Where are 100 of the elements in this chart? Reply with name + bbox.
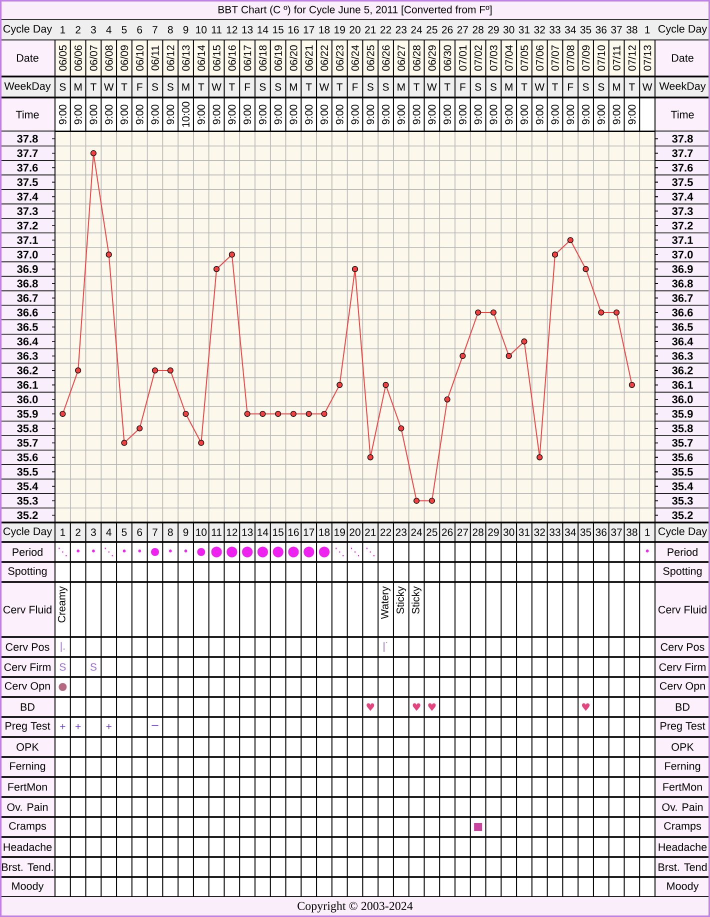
category-label: 13	[242, 26, 253, 34]
category-label: Preg Test	[6, 722, 50, 732]
y2-tick-label: 35.3	[672, 496, 693, 505]
y2-tick-label: 37.0	[672, 250, 693, 258]
text: 9:00	[105, 104, 113, 124]
text: M	[398, 83, 405, 91]
x-axis-title: Cycle Day	[3, 527, 52, 538]
text: 06/24	[351, 45, 359, 71]
text: T	[90, 83, 96, 91]
text: ⬤	[288, 546, 299, 558]
point	[613, 309, 620, 316]
category-label: 22	[380, 26, 392, 34]
y-tick-label: 36.7	[17, 294, 38, 302]
point	[290, 410, 297, 417]
x-tick-label: 24	[411, 528, 422, 536]
category-label: WeekDay	[4, 82, 51, 92]
y2-tick-label: 36.6	[672, 308, 693, 316]
y2-tick-label: 37.8	[672, 134, 693, 143]
x-tick-label: 28	[472, 528, 484, 536]
point	[60, 410, 66, 417]
text: 9:00	[428, 104, 436, 124]
text: T	[552, 83, 558, 91]
point	[228, 252, 235, 258]
text: +	[76, 724, 81, 730]
category-label: 33	[550, 26, 560, 34]
y2-tick-label: 35.9	[672, 410, 693, 418]
text: ●	[197, 548, 206, 556]
category-label: 34	[564, 26, 576, 34]
category-label: OPK	[672, 743, 694, 751]
text: 07/01	[458, 45, 467, 71]
y2-tick-label: 36.1	[672, 381, 693, 389]
category-label: 20	[350, 26, 360, 34]
point	[428, 498, 435, 504]
text: BBT Chart (C º) for Cycle June 5, 2011 [Converted from Fº]	[218, 6, 492, 16]
y2-tick-label: 37.3	[672, 207, 693, 216]
text: 06/13	[182, 45, 190, 71]
text: 06/16	[228, 45, 236, 71]
category-label: Cerv Pos	[660, 643, 704, 651]
x-tick-label: 36	[596, 528, 607, 536]
point	[275, 410, 282, 417]
text: 9:00	[412, 104, 420, 124]
text: •	[646, 550, 649, 552]
point	[628, 382, 635, 388]
text: F	[568, 83, 574, 91]
text: •	[122, 550, 126, 552]
text: 07/11	[612, 46, 620, 70]
y-tick-label: 37.5	[17, 178, 38, 186]
category-label: Preg Test	[660, 722, 706, 732]
text: 07/02	[474, 45, 482, 71]
y-tick-label: 35.8	[17, 424, 38, 432]
y-tick-label: 36.4	[17, 338, 38, 346]
point	[460, 352, 466, 360]
x-tick-label: 18	[319, 528, 330, 536]
text: •	[168, 550, 172, 552]
point	[398, 425, 404, 432]
x-tick-label: 2	[76, 528, 80, 536]
category-label: 14	[258, 26, 268, 34]
text: 06/09	[120, 45, 128, 71]
text: ⋱	[104, 548, 113, 556]
category-label: Spotting	[663, 566, 702, 578]
point	[582, 266, 589, 272]
y-tick-label: 37.7	[17, 149, 38, 158]
y2-tick-label: 36.7	[672, 294, 693, 302]
y2-tick-label: 35.2	[672, 511, 693, 520]
text: W	[319, 83, 330, 91]
x-tick-label: 34	[564, 528, 576, 536]
y2-tick-label: 35.4	[672, 482, 694, 490]
category-label: 12	[226, 26, 238, 34]
text: 06/27	[397, 45, 406, 71]
text: 9:00	[505, 104, 513, 124]
point	[413, 498, 420, 504]
x-tick-label: 7	[152, 528, 158, 536]
x-tick-label: 19	[334, 528, 345, 536]
text: 9:00	[612, 104, 620, 124]
text: ⋱	[58, 548, 67, 556]
x-tick-label: 17	[304, 528, 314, 536]
x-tick-label: 25	[426, 528, 438, 536]
text: T	[121, 83, 128, 91]
text: 06/10	[136, 45, 144, 71]
category-label: BD	[20, 703, 34, 711]
category-label: FertMon	[8, 783, 47, 791]
text: S	[582, 83, 589, 91]
text: 9:00	[382, 104, 390, 124]
text: 9:00	[490, 104, 498, 124]
y2-tick-label: 36.0	[672, 396, 693, 404]
text: S	[490, 83, 496, 91]
y-tick-label: 36.9	[17, 265, 38, 273]
text: Copyright © 2003-2024	[298, 902, 413, 912]
x-tick-label: 12	[226, 528, 238, 536]
category-label: 16	[288, 26, 299, 34]
text: 06/30	[443, 45, 452, 71]
text: W	[427, 83, 437, 91]
text: M	[290, 83, 297, 91]
y-tick-label: 36.1	[17, 381, 38, 389]
text: Sticky	[412, 586, 422, 614]
text: F	[460, 83, 466, 91]
y-tick-label: 35.9	[17, 410, 38, 418]
category-label: 18	[319, 26, 330, 34]
text: S	[475, 83, 482, 91]
y-tick-label: 35.6	[17, 453, 38, 462]
